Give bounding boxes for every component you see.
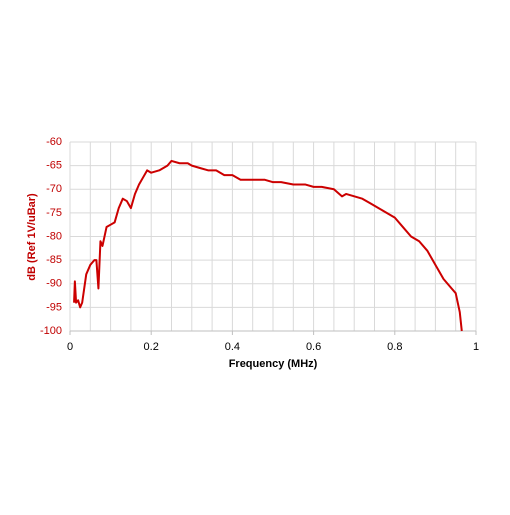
y-tick-label: -100	[40, 325, 62, 337]
y-tick-label: -75	[46, 207, 62, 219]
x-tick-label: 0.6	[306, 341, 321, 353]
x-axis-label: Frequency (MHz)	[229, 358, 318, 370]
y-tick-label: -85	[46, 254, 62, 266]
data-line	[73, 159, 463, 332]
y-tick-label: -90	[46, 278, 62, 290]
y-tick-label: -70	[46, 183, 62, 195]
x-tick-label: 0.8	[387, 341, 402, 353]
y-tick-label: -95	[46, 301, 62, 313]
x-tick-label: 1	[473, 341, 479, 353]
x-tick-label: 0	[67, 341, 73, 353]
y-axis-label: dB (Ref 1V/uBar)	[26, 193, 38, 281]
y-tick-label: -65	[46, 160, 62, 172]
x-tick-label: 0.4	[225, 341, 240, 353]
x-tick-label: 0.2	[144, 341, 159, 353]
y-tick-label: -60	[46, 136, 62, 148]
y-tick-label: -80	[46, 230, 62, 242]
